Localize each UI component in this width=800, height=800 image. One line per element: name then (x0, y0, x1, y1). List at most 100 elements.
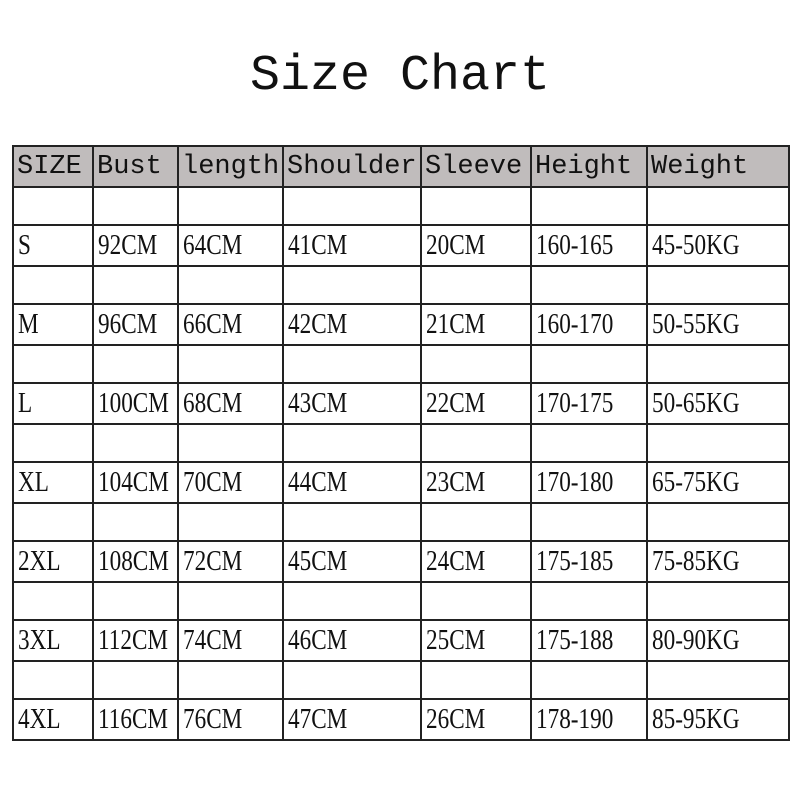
empty-cell (92, 423, 179, 463)
empty-cell (530, 502, 648, 542)
spacer-row (12, 186, 790, 226)
cell-text: 116CM (98, 703, 169, 735)
cell-text: 160-170 (536, 308, 614, 340)
spacer-row (12, 581, 790, 621)
table-cell: 45-50KG (646, 224, 790, 267)
empty-cell (12, 265, 94, 305)
table-cell: 175-188 (530, 619, 648, 662)
empty-cell (420, 502, 532, 542)
empty-cell (420, 344, 532, 384)
cell-text: 2XL (18, 545, 61, 577)
cell-text: 3XL (18, 624, 61, 656)
table-row: L 100CM 68CM 43CM 22CM 170-175 50-65KG (12, 382, 790, 425)
table-cell: 41CM (282, 224, 422, 267)
empty-cell (92, 265, 179, 305)
cell-text: 170-180 (536, 466, 614, 498)
cell-text: 41CM (288, 229, 348, 261)
table-cell: 70CM (177, 461, 284, 504)
cell-text: L (18, 387, 33, 419)
table-cell: 72CM (177, 540, 284, 583)
empty-cell (177, 265, 284, 305)
cell-text: 72CM (183, 545, 243, 577)
cell-text: 170-175 (536, 387, 614, 419)
spacer-row (12, 344, 790, 384)
cell-text: 112CM (98, 624, 169, 656)
empty-cell (282, 265, 422, 305)
empty-cell (282, 186, 422, 226)
empty-cell (282, 502, 422, 542)
header-row: SIZE Bust length Shoulder Sleeve Height Weight (12, 145, 790, 188)
empty-cell (530, 423, 648, 463)
spacer-row (12, 423, 790, 463)
table-cell: 42CM (282, 303, 422, 346)
table-cell: 104CM (92, 461, 179, 504)
table-cell: 112CM (92, 619, 179, 662)
column-header: Height (530, 145, 648, 188)
empty-cell (177, 344, 284, 384)
table-cell: 25CM (420, 619, 532, 662)
column-header: SIZE (12, 145, 94, 188)
empty-cell (12, 344, 94, 384)
table-cell: XL (12, 461, 94, 504)
cell-text: 74CM (183, 624, 243, 656)
table-cell: 65-75KG (646, 461, 790, 504)
cell-text: 108CM (98, 545, 169, 577)
table-cell: 178-190 (530, 698, 648, 741)
empty-cell (92, 502, 179, 542)
cell-text: 175-185 (536, 545, 614, 577)
cell-text: 70CM (183, 466, 243, 498)
empty-cell (646, 186, 790, 226)
table-row: M 96CM 66CM 42CM 21CM 160-170 50-55KG (12, 303, 790, 346)
empty-cell (177, 660, 284, 700)
empty-cell (177, 581, 284, 621)
empty-cell (92, 344, 179, 384)
cell-text: 22CM (426, 387, 486, 419)
empty-cell (12, 186, 94, 226)
empty-cell (530, 660, 648, 700)
empty-cell (282, 344, 422, 384)
table-cell: 160-170 (530, 303, 648, 346)
table-cell: 64CM (177, 224, 284, 267)
table-cell: S (12, 224, 94, 267)
table-cell: 24CM (420, 540, 532, 583)
cell-text: 43CM (288, 387, 348, 419)
cell-text: 24CM (426, 545, 486, 577)
empty-cell (646, 502, 790, 542)
cell-text: 68CM (183, 387, 243, 419)
empty-cell (282, 423, 422, 463)
empty-cell (530, 186, 648, 226)
table-row: 4XL 116CM 76CM 47CM 26CM 178-190 85-95KG (12, 698, 790, 741)
spacer-row (12, 660, 790, 700)
table-cell: 47CM (282, 698, 422, 741)
table-cell: 74CM (177, 619, 284, 662)
table-cell: 20CM (420, 224, 532, 267)
empty-cell (92, 186, 179, 226)
cell-text: 85-95KG (652, 703, 740, 735)
table-row: 3XL 112CM 74CM 46CM 25CM 175-188 80-90KG (12, 619, 790, 662)
table-cell: 45CM (282, 540, 422, 583)
table-cell: 96CM (92, 303, 179, 346)
page-title: Size Chart (249, 48, 551, 105)
cell-text: 47CM (288, 703, 348, 735)
cell-text: 65-75KG (652, 466, 740, 498)
empty-cell (177, 186, 284, 226)
cell-text: 178-190 (536, 703, 614, 735)
table-cell: 3XL (12, 619, 94, 662)
cell-text: 20CM (426, 229, 486, 261)
cell-text: 45-50KG (652, 229, 740, 261)
column-header: Sleeve (420, 145, 532, 188)
cell-text: 76CM (183, 703, 243, 735)
table-row: 2XL 108CM 72CM 45CM 24CM 175-185 75-85KG (12, 540, 790, 583)
cell-text: 92CM (98, 229, 158, 261)
empty-cell (420, 581, 532, 621)
table-cell: L (12, 382, 94, 425)
empty-cell (530, 581, 648, 621)
table-cell: 175-185 (530, 540, 648, 583)
table-cell: 21CM (420, 303, 532, 346)
cell-text: 104CM (98, 466, 169, 498)
cell-text: 160-165 (536, 229, 614, 261)
table-row: S 92CM 64CM 41CM 20CM 160-165 45-50KG (12, 224, 790, 267)
empty-cell (282, 581, 422, 621)
empty-cell (646, 423, 790, 463)
cell-text: 80-90KG (652, 624, 740, 656)
